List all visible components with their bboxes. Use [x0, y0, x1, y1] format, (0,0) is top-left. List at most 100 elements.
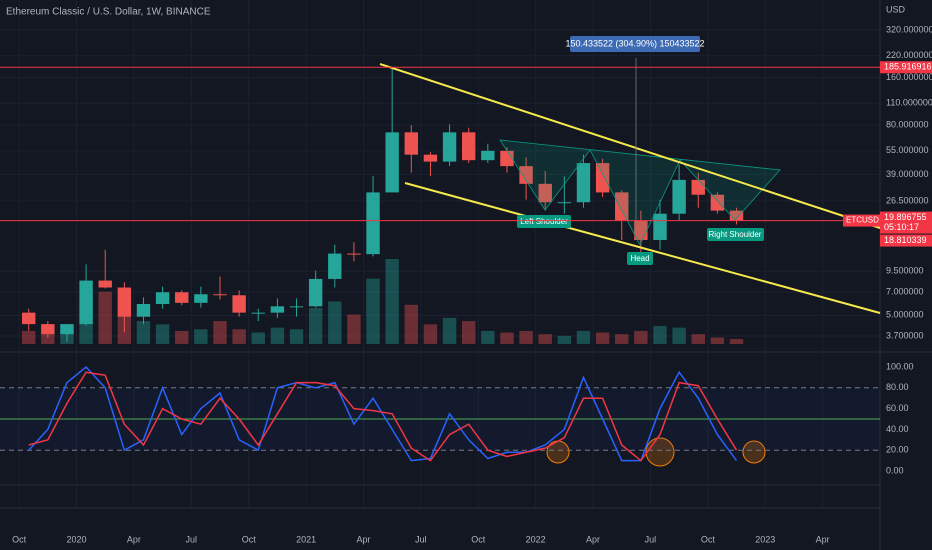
x-tick-label: Oct [701, 534, 716, 544]
countdown: 05:10:17 [884, 222, 919, 232]
label-box [517, 215, 571, 228]
candle-body [194, 294, 208, 303]
candle-body [136, 303, 151, 317]
y-tick-label: 55.000000 [886, 145, 929, 155]
pattern-label: Right Shoulder [709, 230, 762, 239]
candle-body [653, 213, 667, 240]
candle-body [729, 210, 744, 221]
stoch-line [28, 371, 738, 462]
candle-body [213, 294, 227, 296]
volume-bar [289, 329, 304, 344]
chart-title: Ethereum Classic / U.S. Dollar, 1W, BINA… [6, 7, 211, 18]
x-tick-label: 2022 [526, 534, 546, 544]
highlight [742, 440, 766, 464]
price-label: 19.896755 [884, 212, 927, 222]
volume-bar [634, 330, 648, 344]
volume-bar [557, 335, 572, 344]
candle-body [442, 132, 457, 162]
candle-body [595, 163, 610, 193]
volume-bar [538, 334, 552, 344]
measure-box [570, 36, 700, 52]
volume-bar [710, 337, 725, 344]
x-tick-label: 2023 [755, 534, 775, 544]
x-tick-label: 2021 [296, 534, 316, 544]
candle-body [385, 132, 399, 193]
volume-bar [175, 330, 189, 344]
volume-bar [347, 314, 361, 344]
price-box [880, 211, 932, 234]
candle-body [500, 150, 514, 167]
price-box [880, 234, 932, 247]
candle-body [270, 306, 285, 313]
volume-bar [519, 330, 533, 344]
x-tick-label: Apr [356, 534, 370, 544]
x-tick-label: Apr [816, 534, 830, 544]
volume-bar [155, 324, 170, 344]
candle-body [672, 179, 686, 214]
candle-body [347, 253, 361, 255]
volume-bar [500, 332, 514, 344]
pattern-label: Left Shoulder [520, 217, 568, 226]
measure-text: 150.433522 (304.90%) 150433522 [565, 38, 704, 48]
candle-body [98, 280, 112, 288]
candle-body [710, 194, 725, 211]
price-label: 18.810339 [884, 235, 927, 245]
y-tick-label: 26.500000 [886, 195, 929, 205]
candle-body [366, 192, 380, 255]
y-tick-label: 9.500000 [886, 266, 924, 276]
symbol-label: ETCUSD [846, 216, 879, 225]
candle-body [615, 192, 629, 221]
price-box [880, 61, 932, 74]
x-tick-label: Apr [586, 534, 600, 544]
candle-body [328, 253, 342, 279]
volume-bar [404, 304, 418, 344]
candles [22, 67, 744, 342]
labels: Oct 2020 Apr Jul Oct 2021 Apr Jul Oct 2022 Apr Jul O… [0, 24, 932, 544]
x-tick-label: Jul [415, 534, 427, 544]
volume-bar [653, 326, 667, 344]
volume-bar [328, 301, 342, 344]
volume-bar [232, 329, 246, 344]
y-tick-label: 40.00 [886, 424, 909, 434]
x-tick-label: Oct [242, 534, 257, 544]
pattern-label: Head [630, 254, 649, 263]
volume-bar [672, 327, 686, 344]
y-tick-label: 220.000000 [886, 50, 932, 60]
volume-bar [213, 321, 227, 344]
x-tick-label: Apr [127, 534, 141, 544]
volume-bar [442, 317, 457, 344]
y-tick-label: 100.00 [886, 361, 914, 371]
volume-bar [22, 330, 36, 344]
volume-bar [595, 332, 610, 344]
y-tick-label: 60.00 [886, 403, 909, 413]
x-tick-label: Oct [471, 534, 486, 544]
volume-bar [576, 330, 591, 344]
y-tick-label: 0.00 [886, 465, 904, 475]
y-tick-label: 5.000000 [886, 310, 924, 320]
volume-bar [136, 321, 151, 344]
volume-bar [366, 278, 380, 344]
volume-bar [194, 329, 208, 344]
volume-bar [423, 324, 438, 344]
y-tick-label: 80.00 [886, 382, 909, 392]
candle-body [22, 312, 36, 325]
x-tick-label: 2020 [67, 534, 87, 544]
symbol-box [843, 214, 880, 227]
volume-bar [481, 330, 495, 344]
candle-body [79, 280, 93, 325]
volume-bar [270, 327, 285, 344]
y-tick-label: 80.000000 [886, 119, 929, 129]
trend-line [404, 182, 881, 314]
y-tick-label: 7.000000 [886, 287, 924, 297]
y-tick-label: 3.700000 [886, 330, 924, 340]
y-tick-label: 20.00 [886, 445, 909, 455]
label-box [707, 228, 764, 241]
volume-bar [462, 321, 476, 344]
y-tick-label: 160.000000 [886, 72, 932, 82]
volume-bar [308, 308, 323, 344]
volume-bar [691, 334, 705, 344]
candle-body [423, 154, 438, 162]
pattern [499, 139, 781, 246]
